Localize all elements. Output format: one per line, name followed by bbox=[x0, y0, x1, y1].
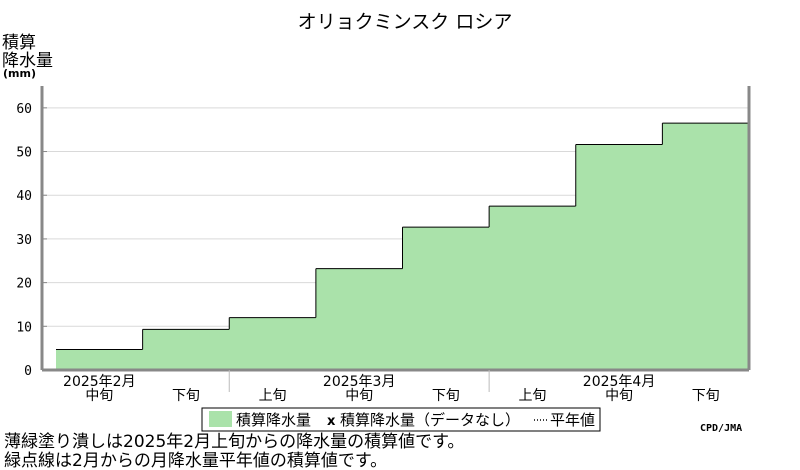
x-tick-label-2: 上旬 bbox=[259, 388, 287, 404]
month-label-2: 2025年4月 bbox=[583, 374, 656, 390]
bar-1 bbox=[142, 329, 230, 370]
footnote-2: 緑点線は2月からの月降水量平年値の積算値です。 bbox=[4, 451, 387, 470]
x-tick-label-4: 下旬 bbox=[432, 388, 460, 404]
x-tick-label-7: 下旬 bbox=[692, 388, 720, 404]
bar-2 bbox=[229, 317, 317, 370]
y-tick-label-10: 10 bbox=[16, 320, 32, 335]
bar-4 bbox=[402, 227, 490, 370]
y-tick-label-60: 60 bbox=[16, 102, 32, 117]
legend-label-normal: 平年値 bbox=[550, 411, 595, 429]
x-tick-label-6: 中旬 bbox=[605, 388, 633, 404]
bar-5 bbox=[489, 206, 577, 370]
legend-box bbox=[201, 407, 601, 432]
x-tick-label-1: 下旬 bbox=[172, 388, 200, 404]
x-tick-label-5: 上旬 bbox=[518, 388, 546, 404]
footnote-1: 薄緑塗り潰しは2025年2月上旬からの降水量の積算値です。 bbox=[4, 431, 464, 452]
legend-x-marker: x bbox=[327, 414, 336, 429]
legend-swatch bbox=[209, 411, 232, 427]
y-tick-label-40: 40 bbox=[16, 189, 32, 204]
y-axis-unit: (mm) bbox=[3, 67, 36, 80]
axes bbox=[40, 86, 751, 372]
legend-label-nodata: 積算降水量（データなし） bbox=[340, 411, 520, 429]
credit: CPD/JMA bbox=[700, 423, 742, 434]
x-tick-label-3: 中旬 bbox=[345, 388, 373, 404]
legend: 積算降水量 x 積算降水量（データなし） 平年値 bbox=[201, 407, 601, 432]
y-ticks: 0 10 20 30 40 50 60 bbox=[16, 102, 47, 379]
legend-label-precip: 積算降水量 bbox=[236, 411, 311, 429]
y-axis-label-line1: 積算 bbox=[2, 33, 36, 53]
y-tick-label-20: 20 bbox=[16, 277, 32, 292]
y-axis-label-line2: 降水量 bbox=[2, 51, 53, 71]
x-ticks: 中旬 下旬 上旬 中旬 下旬 上旬 中旬 下旬 2025年2月 2025年3月 2025年4月 bbox=[63, 370, 720, 404]
y-tick-label-30: 30 bbox=[16, 233, 32, 248]
bar-3 bbox=[315, 268, 403, 370]
x-tick-label-0: 中旬 bbox=[85, 388, 113, 404]
y-tick-label-50: 50 bbox=[16, 146, 32, 161]
bar-0 bbox=[56, 349, 144, 370]
month-label-1: 2025年3月 bbox=[323, 374, 396, 390]
bar-6 bbox=[575, 144, 663, 370]
bar-7 bbox=[662, 123, 750, 370]
y-tick-label-0: 0 bbox=[24, 364, 32, 379]
month-label-0: 2025年2月 bbox=[63, 374, 136, 390]
chart-title: オリョクミンスク ロシア bbox=[298, 11, 513, 33]
bars bbox=[56, 122, 750, 370]
